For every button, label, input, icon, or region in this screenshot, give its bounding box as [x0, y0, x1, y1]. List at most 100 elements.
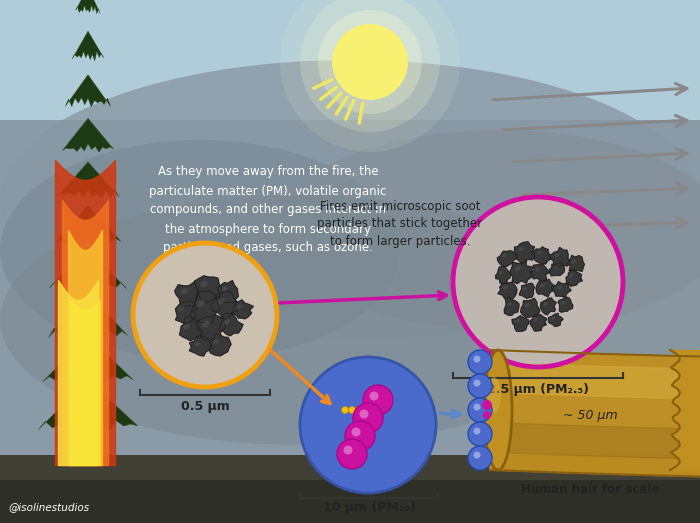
- Circle shape: [342, 406, 349, 414]
- Circle shape: [332, 24, 408, 100]
- Circle shape: [370, 406, 377, 414]
- Ellipse shape: [557, 286, 562, 289]
- Polygon shape: [552, 281, 571, 298]
- Text: 0.5 μm: 0.5 μm: [181, 400, 230, 413]
- Ellipse shape: [571, 259, 576, 264]
- Ellipse shape: [508, 302, 512, 306]
- Polygon shape: [550, 247, 570, 268]
- Circle shape: [344, 446, 353, 454]
- Ellipse shape: [514, 266, 521, 271]
- Polygon shape: [57, 162, 120, 198]
- Bar: [0, 0, 700, 280]
- Ellipse shape: [214, 339, 220, 344]
- Polygon shape: [218, 313, 243, 336]
- Ellipse shape: [202, 321, 210, 327]
- Ellipse shape: [224, 319, 230, 324]
- Circle shape: [473, 427, 480, 435]
- Ellipse shape: [540, 283, 545, 288]
- Polygon shape: [510, 260, 533, 283]
- Circle shape: [356, 406, 363, 414]
- Circle shape: [453, 197, 623, 367]
- Ellipse shape: [222, 286, 228, 291]
- Polygon shape: [519, 283, 534, 298]
- Circle shape: [363, 406, 370, 414]
- Circle shape: [482, 400, 492, 410]
- Polygon shape: [175, 282, 199, 308]
- Circle shape: [473, 380, 480, 386]
- Ellipse shape: [569, 274, 574, 278]
- Ellipse shape: [487, 377, 501, 413]
- Circle shape: [363, 385, 393, 415]
- Polygon shape: [38, 380, 138, 430]
- Circle shape: [468, 422, 492, 446]
- Polygon shape: [72, 31, 104, 61]
- Polygon shape: [196, 315, 225, 343]
- Polygon shape: [55, 206, 120, 245]
- Circle shape: [133, 243, 277, 387]
- Circle shape: [337, 439, 367, 469]
- Ellipse shape: [275, 130, 700, 330]
- Circle shape: [377, 406, 384, 414]
- Circle shape: [353, 403, 383, 433]
- Ellipse shape: [236, 304, 241, 310]
- Ellipse shape: [484, 350, 512, 470]
- Text: 2.5 μm (PM₂.₅): 2.5 μm (PM₂.₅): [487, 383, 589, 396]
- Polygon shape: [549, 313, 563, 326]
- Polygon shape: [504, 298, 519, 315]
- Polygon shape: [179, 316, 203, 341]
- Polygon shape: [490, 350, 700, 476]
- Ellipse shape: [0, 60, 700, 340]
- Ellipse shape: [200, 281, 208, 287]
- Text: @isolinestudios: @isolinestudios: [8, 502, 89, 512]
- Polygon shape: [567, 256, 584, 271]
- Ellipse shape: [181, 288, 188, 294]
- Circle shape: [468, 350, 492, 374]
- Circle shape: [473, 356, 480, 362]
- Polygon shape: [496, 266, 511, 283]
- Polygon shape: [540, 298, 556, 315]
- Ellipse shape: [551, 316, 555, 320]
- Polygon shape: [189, 336, 212, 356]
- Ellipse shape: [450, 190, 700, 370]
- Text: Fires emit microscopic soot
particles that stick together
to form larger particl: Fires emit microscopic soot particles th…: [317, 200, 482, 248]
- Polygon shape: [48, 293, 127, 337]
- Circle shape: [468, 446, 492, 470]
- Ellipse shape: [183, 324, 190, 329]
- Ellipse shape: [196, 300, 204, 307]
- Polygon shape: [190, 291, 220, 323]
- Polygon shape: [218, 281, 239, 303]
- Text: Human hair for scale: Human hair for scale: [521, 483, 659, 496]
- Bar: [0, 455, 700, 480]
- Ellipse shape: [561, 301, 565, 304]
- Polygon shape: [76, 0, 100, 14]
- Ellipse shape: [516, 319, 520, 323]
- Polygon shape: [514, 242, 535, 264]
- Polygon shape: [512, 316, 528, 331]
- Circle shape: [468, 398, 492, 422]
- Circle shape: [318, 10, 422, 114]
- Ellipse shape: [533, 317, 538, 322]
- Polygon shape: [195, 276, 223, 303]
- Polygon shape: [566, 269, 582, 286]
- Polygon shape: [497, 251, 517, 267]
- Circle shape: [349, 406, 356, 414]
- Ellipse shape: [536, 268, 540, 271]
- Polygon shape: [43, 336, 133, 383]
- Circle shape: [300, 357, 436, 493]
- Circle shape: [351, 427, 360, 437]
- Bar: [0, 120, 700, 523]
- Polygon shape: [550, 263, 565, 276]
- Polygon shape: [65, 75, 111, 107]
- Circle shape: [345, 421, 375, 451]
- Polygon shape: [81, 425, 95, 465]
- Circle shape: [468, 374, 492, 398]
- Ellipse shape: [498, 271, 503, 275]
- Text: 10 μm (PM₁₀): 10 μm (PM₁₀): [323, 501, 415, 514]
- Ellipse shape: [178, 306, 185, 311]
- Text: ~ 50 μm: ~ 50 μm: [563, 408, 617, 422]
- Polygon shape: [176, 301, 197, 324]
- Polygon shape: [521, 299, 540, 317]
- Polygon shape: [62, 118, 113, 152]
- Ellipse shape: [554, 253, 560, 257]
- Circle shape: [473, 451, 480, 459]
